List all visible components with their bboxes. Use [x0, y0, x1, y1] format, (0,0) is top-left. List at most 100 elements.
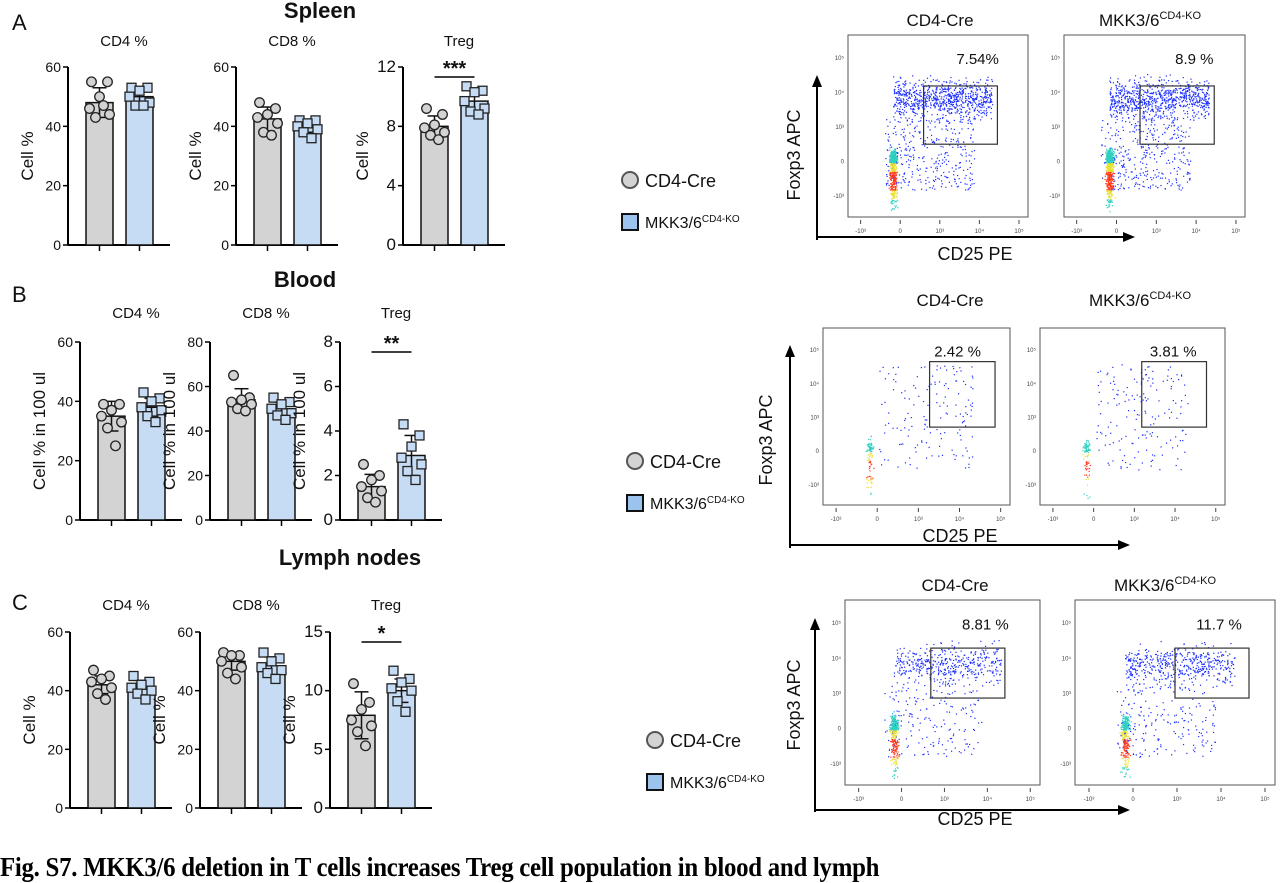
event-dot — [1147, 174, 1148, 175]
event-dot — [918, 157, 919, 158]
event-dot — [1142, 116, 1143, 117]
event-dot — [890, 156, 891, 157]
event-dot — [1146, 119, 1147, 120]
event-dot — [904, 420, 905, 421]
event-dot — [1118, 86, 1119, 87]
event-dot — [968, 399, 969, 400]
event-dot — [1176, 374, 1177, 375]
event-dot — [1121, 86, 1122, 87]
event-dot — [969, 668, 970, 669]
event-dot — [1150, 130, 1151, 131]
event-dot — [869, 455, 870, 456]
event-dot — [893, 186, 894, 187]
event-dot — [965, 100, 966, 101]
event-dot — [1177, 174, 1178, 175]
event-dot — [991, 108, 992, 109]
y-tick-label: 8 — [324, 332, 333, 351]
event-dot — [908, 159, 909, 160]
event-dot — [1142, 104, 1143, 105]
event-dot — [1207, 90, 1208, 91]
event-dot — [898, 662, 899, 663]
y-tick-label: 0 — [55, 800, 63, 816]
event-dot — [911, 103, 912, 104]
event-dot — [1098, 385, 1099, 386]
event-dot — [957, 96, 958, 97]
event-dot — [972, 179, 973, 180]
event-dot — [904, 182, 905, 183]
event-dot — [1123, 160, 1124, 161]
event-dot — [898, 85, 899, 86]
y-tick-label: 0 — [185, 800, 193, 816]
event-dot — [1115, 122, 1116, 123]
event-dot — [903, 714, 904, 715]
event-dot — [1112, 367, 1113, 368]
event-dot — [904, 155, 905, 156]
event-dot — [956, 112, 957, 113]
event-dot — [893, 169, 894, 170]
event-dot — [872, 449, 873, 450]
event-dot — [949, 658, 950, 659]
event-dot — [914, 128, 915, 129]
event-dot — [912, 75, 913, 76]
flow-title-superscript: CD4-KO — [1159, 10, 1201, 22]
event-dot — [1108, 189, 1109, 190]
event-dot — [933, 180, 934, 181]
event-dot — [1152, 378, 1153, 379]
event-dot — [1183, 162, 1184, 163]
event-dot — [953, 104, 954, 105]
event-dot — [1204, 99, 1205, 100]
event-dot — [901, 112, 902, 113]
event-dot — [1175, 436, 1176, 437]
event-dot — [887, 180, 888, 181]
event-dot — [968, 101, 969, 102]
event-dot — [1179, 141, 1180, 142]
event-dot — [942, 118, 943, 119]
event-dot — [1178, 167, 1179, 168]
event-dot — [951, 139, 952, 140]
event-dot — [962, 96, 963, 97]
event-dot — [1111, 171, 1112, 172]
event-dot — [1108, 160, 1109, 161]
event-dot — [951, 108, 952, 109]
event-dot — [1182, 93, 1183, 94]
event-dot — [970, 167, 971, 168]
event-dot — [1130, 104, 1131, 105]
event-dot — [960, 439, 961, 440]
event-dot — [1088, 498, 1089, 499]
event-dot — [1138, 437, 1139, 438]
event-dot — [987, 77, 988, 78]
event-dot — [1178, 152, 1179, 153]
event-dot — [918, 131, 919, 132]
event-dot — [885, 425, 886, 426]
event-dot — [973, 704, 974, 705]
event-dot — [1111, 116, 1112, 117]
event-dot — [1114, 152, 1115, 153]
event-dot — [971, 183, 972, 184]
flow-x-tick: -10³ — [1048, 517, 1059, 523]
event-dot — [889, 161, 890, 162]
event-dot — [968, 112, 969, 113]
y-tick-label: 2 — [324, 466, 333, 485]
chart-title: Treg — [371, 597, 401, 614]
event-dot — [894, 160, 895, 161]
event-dot — [935, 384, 936, 385]
gate-percent: 7.54% — [956, 51, 999, 68]
event-dot — [1110, 152, 1111, 153]
event-dot — [944, 157, 945, 158]
event-dot — [929, 447, 930, 448]
event-dot — [960, 115, 961, 116]
event-dot — [1136, 381, 1137, 382]
event-dot — [1158, 415, 1159, 416]
event-dot — [1111, 155, 1112, 156]
event-dot — [1165, 91, 1166, 92]
event-dot — [904, 81, 905, 82]
event-dot — [1128, 187, 1129, 188]
event-dot — [1119, 83, 1120, 84]
event-dot — [1155, 92, 1156, 93]
event-dot — [951, 81, 952, 82]
event-dot — [926, 708, 927, 709]
